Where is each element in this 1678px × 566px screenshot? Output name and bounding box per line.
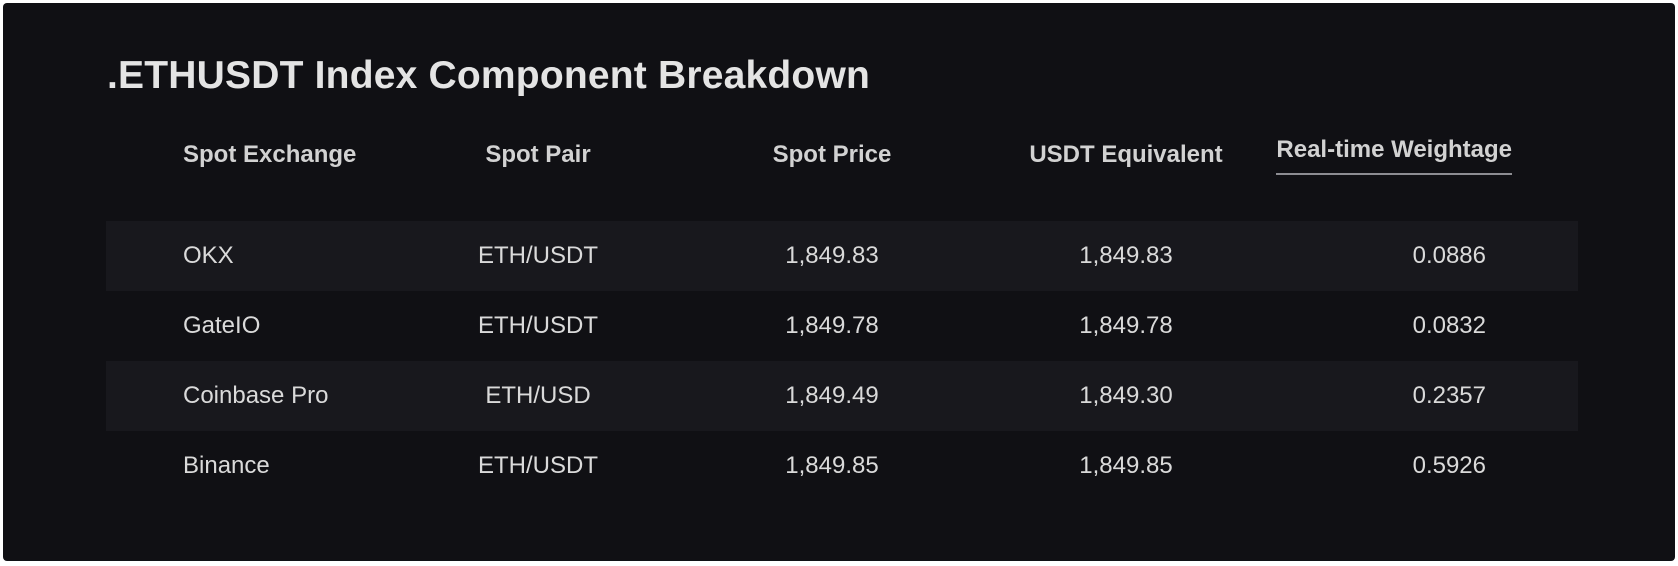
cell-spot-price: 1,849.78 (785, 312, 879, 339)
column-header-realtime-weightage: Real-time Weightage (1273, 136, 1578, 175)
cell-spot-exchange: OKX (183, 242, 234, 269)
page-title: .ETHUSDT Index Component Breakdown (107, 54, 871, 97)
table-row: Coinbase Pro ETH/USD 1,849.49 1,849.30 0… (106, 361, 1578, 431)
cell-spot-pair: ETH/USD (485, 382, 591, 409)
cell-spot-exchange: Coinbase Pro (183, 382, 329, 409)
cell-weightage: 0.0832 (1412, 312, 1486, 339)
column-header-spot-price: Spot Price (772, 141, 892, 168)
cell-usdt-equivalent: 1,849.83 (1079, 242, 1173, 269)
component-breakdown-table: Spot Exchange Spot Pair Spot Price USDT … (106, 120, 1578, 501)
cell-usdt-equivalent: 1,849.30 (1079, 382, 1173, 409)
column-header-spot-pair: Spot Pair (485, 141, 591, 168)
cell-usdt-equivalent: 1,849.78 (1079, 312, 1173, 339)
cell-spot-price: 1,849.85 (785, 452, 879, 479)
table-row: OKX ETH/USDT 1,849.83 1,849.83 0.0886 (106, 221, 1578, 291)
cell-spot-pair: ETH/USDT (478, 242, 598, 269)
cell-spot-exchange: GateIO (183, 312, 261, 339)
cell-spot-price: 1,849.49 (785, 382, 879, 409)
cell-weightage: 0.5926 (1412, 452, 1486, 479)
header-gap (106, 190, 1578, 221)
table-header-row: Spot Exchange Spot Pair Spot Price USDT … (106, 120, 1578, 190)
column-header-spot-exchange: Spot Exchange (183, 141, 357, 168)
table-row: Binance ETH/USDT 1,849.85 1,849.85 0.592… (106, 431, 1578, 501)
table-row: GateIO ETH/USDT 1,849.78 1,849.78 0.0832 (106, 291, 1578, 361)
cell-weightage: 0.0886 (1412, 242, 1486, 269)
index-breakdown-panel: .ETHUSDT Index Component Breakdown Spot … (3, 3, 1675, 561)
cell-usdt-equivalent: 1,849.85 (1079, 452, 1173, 479)
column-header-usdt-equivalent: USDT Equivalent (1029, 141, 1223, 168)
cell-weightage: 0.2357 (1412, 382, 1486, 409)
cell-spot-pair: ETH/USDT (478, 452, 598, 479)
cell-spot-pair: ETH/USDT (478, 312, 598, 339)
realtime-weightage-tooltip-trigger[interactable]: Real-time Weightage (1276, 136, 1512, 175)
cell-spot-exchange: Binance (183, 452, 270, 479)
cell-spot-price: 1,849.83 (785, 242, 879, 269)
